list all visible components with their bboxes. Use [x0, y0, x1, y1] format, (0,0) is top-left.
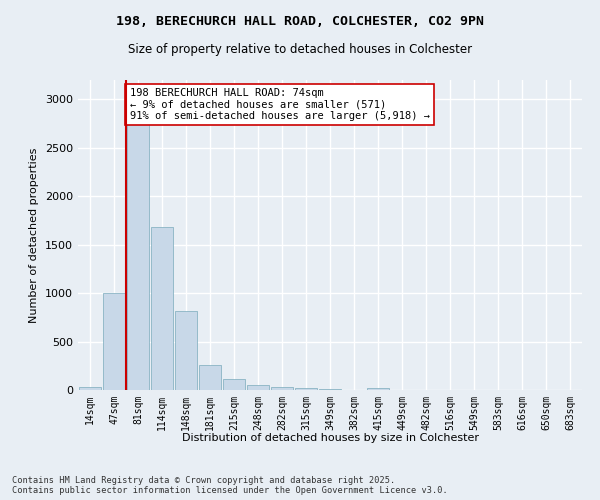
- Text: 198 BERECHURCH HALL ROAD: 74sqm
← 9% of detached houses are smaller (571)
91% of: 198 BERECHURCH HALL ROAD: 74sqm ← 9% of …: [130, 88, 430, 121]
- Bar: [295, 388, 317, 390]
- Bar: [247, 384, 269, 390]
- Bar: [271, 386, 293, 390]
- Text: Size of property relative to detached houses in Colchester: Size of property relative to detached ho…: [128, 42, 472, 56]
- Bar: [175, 310, 197, 390]
- Bar: [103, 293, 125, 390]
- Text: Contains HM Land Registry data © Crown copyright and database right 2025.
Contai: Contains HM Land Registry data © Crown c…: [12, 476, 448, 495]
- Bar: [223, 380, 245, 390]
- Bar: [79, 387, 101, 390]
- Bar: [127, 100, 149, 390]
- Bar: [319, 389, 341, 390]
- X-axis label: Distribution of detached houses by size in Colchester: Distribution of detached houses by size …: [182, 433, 479, 443]
- Bar: [151, 227, 173, 390]
- Bar: [367, 388, 389, 390]
- Text: 198, BERECHURCH HALL ROAD, COLCHESTER, CO2 9PN: 198, BERECHURCH HALL ROAD, COLCHESTER, C…: [116, 15, 484, 28]
- Bar: [199, 365, 221, 390]
- Y-axis label: Number of detached properties: Number of detached properties: [29, 148, 40, 322]
